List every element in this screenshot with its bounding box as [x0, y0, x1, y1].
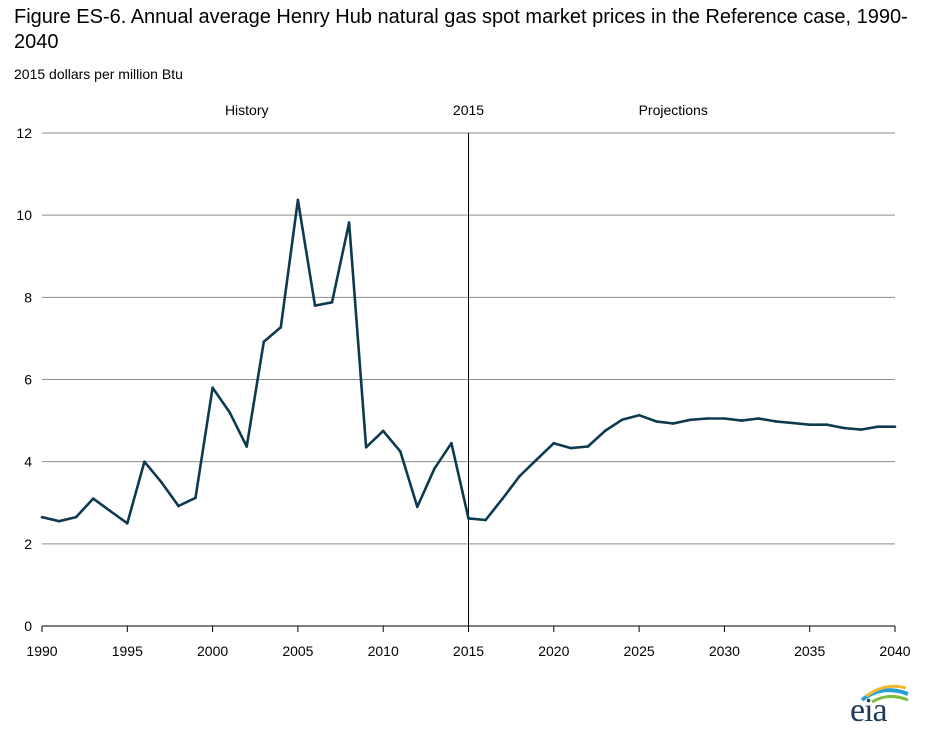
- x-tick-label: 2005: [282, 643, 313, 659]
- data-point-2026: [654, 420, 658, 423]
- data-point-2006: [313, 304, 317, 307]
- x-tick-label: 2025: [624, 643, 655, 659]
- annotation-label: History: [225, 102, 269, 118]
- data-point-2010: [381, 429, 385, 433]
- data-point-2020: [552, 441, 556, 445]
- data-point-1997: [160, 480, 163, 484]
- x-tick-label: 2040: [879, 643, 910, 659]
- data-point-2008: [347, 221, 351, 224]
- data-point-2005: [296, 198, 300, 202]
- data-point-1993: [91, 497, 95, 500]
- y-tick-label: 8: [24, 289, 32, 305]
- x-tick-label: 2035: [794, 643, 825, 659]
- data-point-2017: [501, 497, 504, 500]
- data-point-2022: [586, 445, 590, 448]
- data-point-2031: [740, 419, 743, 422]
- eia-logo-icon: [860, 684, 909, 704]
- x-axis: 1990 1995 2000 2005 2010 2015 2020 2025 2030 2035…: [26, 625, 911, 659]
- y-tick-label: 12: [16, 125, 32, 141]
- data-point-2013: [433, 467, 436, 470]
- data-point-1998: [177, 504, 180, 508]
- data-point-2000: [211, 386, 214, 390]
- data-point-2027: [671, 422, 675, 425]
- data-point-2029: [706, 417, 709, 420]
- data-point-2007: [330, 300, 334, 304]
- data-point-1992: [74, 515, 78, 519]
- eia-logo: [848, 682, 912, 726]
- data-point-2038: [859, 428, 863, 431]
- annotation-label: Projections: [639, 102, 708, 118]
- y-tick-label: 10: [16, 207, 32, 223]
- series: [40, 198, 897, 525]
- chart-title: Figure ES-6. Annual average Henry Hub na…: [14, 6, 908, 53]
- data-point-1994: [108, 509, 112, 513]
- data-point-1990: [40, 515, 44, 519]
- data-point-1996: [143, 460, 146, 463]
- data-point-2023: [603, 429, 607, 433]
- x-tick-label: 2020: [538, 643, 569, 659]
- data-point-2004: [279, 326, 283, 329]
- x-tick-label: 2015: [453, 643, 484, 659]
- x-tick-label: 2010: [368, 643, 399, 659]
- data-point-2035: [808, 423, 811, 426]
- data-point-2025: [637, 413, 641, 417]
- data-point-2040: [893, 425, 897, 429]
- data-point-2019: [535, 458, 539, 461]
- annotations: History 2015 Projections: [225, 102, 708, 626]
- eia-logo-text: eia: [850, 692, 888, 729]
- x-tick-label: 2000: [197, 643, 228, 659]
- data-point-2003: [262, 340, 266, 344]
- x-tick-label: 1995: [112, 643, 143, 659]
- data-point-1999: [194, 496, 197, 500]
- data-point-2018: [518, 474, 521, 478]
- data-point-2009: [364, 445, 368, 449]
- data-point-2024: [620, 418, 624, 422]
- data-point-2028: [688, 418, 692, 422]
- x-tick-label: 1990: [26, 643, 57, 659]
- x-tick-label: 2030: [709, 643, 740, 659]
- y-axis-unit-label: 2015 dollars per million Btu: [14, 66, 183, 82]
- data-point-2011: [398, 450, 402, 453]
- data-point-2030: [723, 417, 726, 420]
- data-point-2033: [774, 420, 777, 423]
- data-point-2039: [876, 425, 880, 429]
- data-point-2016: [484, 518, 487, 522]
- y-axis: 0 2 4 6 8 10 12: [16, 125, 32, 634]
- annotation-label: 2015: [453, 102, 484, 118]
- y-tick-label: 6: [24, 372, 32, 388]
- data-point-2002: [245, 445, 249, 448]
- data-point-2036: [825, 423, 829, 426]
- data-point-2012: [416, 505, 419, 509]
- data-point-1995: [126, 521, 129, 525]
- data-point-2034: [791, 421, 794, 425]
- data-point-2021: [569, 446, 573, 450]
- data-point-1991: [57, 519, 61, 523]
- data-point-2001: [228, 411, 231, 414]
- y-tick-label: 2: [24, 536, 32, 552]
- data-point-2014: [450, 441, 453, 445]
- data-point-2037: [842, 426, 846, 430]
- data-point-2032: [757, 417, 760, 420]
- data-point-2015: [467, 517, 470, 520]
- y-tick-label: 0: [24, 618, 32, 634]
- y-tick-label: 4: [24, 454, 32, 470]
